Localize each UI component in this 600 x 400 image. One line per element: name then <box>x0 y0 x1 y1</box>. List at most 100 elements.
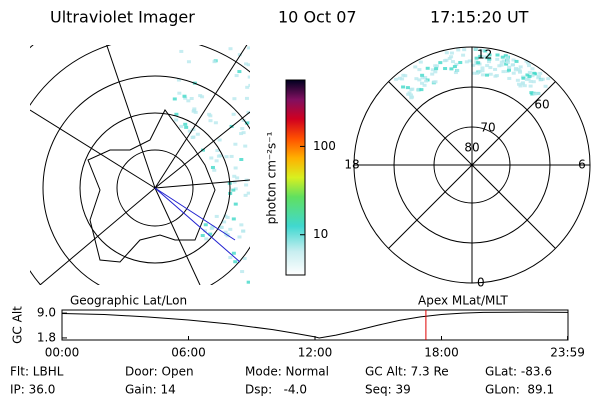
x-tick-label: 12:00 <box>298 346 333 360</box>
aurora-pixel <box>474 56 479 60</box>
aurora-pixel <box>513 68 518 72</box>
aurora-pixel <box>210 165 215 169</box>
aurora-pixel <box>311 247 315 250</box>
geographic-map <box>30 34 343 285</box>
aurora-pixel <box>309 128 313 131</box>
aurora-pixel <box>247 75 250 79</box>
aurora-pixel <box>279 260 283 263</box>
aurora-pixel <box>455 69 460 73</box>
aurora-pixel <box>482 55 487 59</box>
aurora-pixel <box>223 214 228 218</box>
aurora-pixel <box>239 223 244 227</box>
aurora-pixel <box>316 213 320 216</box>
info-field: Gain: 14 <box>125 383 176 397</box>
aurora-pixel <box>449 67 454 71</box>
mlt-label: 12 <box>477 48 492 62</box>
aurora-pixel <box>310 100 314 103</box>
aurora-pixel <box>183 122 188 126</box>
aurora-pixel <box>242 257 247 261</box>
aurora-pixel <box>268 257 272 260</box>
aurora-pixel <box>527 64 532 68</box>
aurora-pixel <box>270 124 274 127</box>
aurora-pixel <box>258 216 262 219</box>
aurora-pixel <box>266 234 270 237</box>
aurora-pixel <box>478 54 483 58</box>
aurora-pixel <box>222 220 227 224</box>
aurora-pixel <box>214 214 219 218</box>
aurora-pixel <box>261 271 265 274</box>
aurora-pixel <box>279 103 283 106</box>
aurora-pixel <box>193 110 198 114</box>
aurora-pixel <box>243 193 248 197</box>
aurora-pixel <box>335 188 339 191</box>
aurora-pixel <box>209 156 214 160</box>
aurora-pixel <box>279 199 283 202</box>
aurora-pixel <box>414 77 419 81</box>
aurora-pixel <box>184 125 189 129</box>
aurora-pixel <box>233 142 238 146</box>
aurora-pixel <box>335 229 339 232</box>
aurora-pixel <box>418 60 423 64</box>
aurora-pixel <box>476 61 481 65</box>
aurora-pixel <box>525 73 530 77</box>
date: 10 Oct 07 <box>278 8 357 27</box>
aurora-pixel <box>462 48 467 52</box>
aurora-pixel <box>434 64 439 68</box>
aurora-pixel <box>272 100 276 103</box>
aurora-pixel <box>410 95 415 99</box>
aurora-pixel <box>494 74 499 78</box>
aurora-pixel <box>179 49 184 53</box>
aurora-pixel <box>516 67 521 71</box>
aurora-pixel <box>182 94 187 98</box>
aurora-pixel <box>200 34 204 37</box>
aurora-pixel <box>432 80 437 84</box>
aurora-pixel <box>231 112 236 116</box>
aurora-pixel <box>239 132 244 136</box>
aurora-pixel <box>480 73 485 77</box>
aurora-pixel <box>518 65 523 69</box>
colorbar <box>285 79 306 276</box>
aurora-pixel <box>278 89 282 92</box>
aurora-pixel <box>526 61 531 65</box>
aurora-pixel <box>212 168 217 172</box>
aurora-pixel <box>527 70 532 74</box>
aurora-pixel <box>514 59 519 63</box>
y-tick-label: 1.8 <box>37 330 56 344</box>
aurora-pixel <box>505 59 510 63</box>
right-label: Apex MLat/MLT <box>418 294 508 308</box>
aurora-pixel <box>248 83 250 87</box>
x-tick-label: 18:00 <box>424 346 459 360</box>
aurora-pixel <box>302 277 306 280</box>
mlat-label: 80 <box>464 141 479 155</box>
y-axis-label: GC Alt <box>11 306 25 344</box>
aurora-pixel <box>231 188 236 192</box>
aurora-pixel <box>316 241 320 244</box>
aurora-pixel <box>518 84 523 88</box>
aurora-pixel <box>280 150 284 153</box>
aurora-pixel <box>546 77 551 81</box>
aurora-pixel <box>190 136 195 140</box>
aurora-pixel <box>241 41 245 44</box>
aurora-pixel <box>495 53 500 57</box>
aurora-pixel <box>283 75 287 78</box>
aurora-pixel <box>280 266 284 269</box>
aurora-pixel <box>187 129 192 133</box>
aurora-pixel <box>521 76 526 80</box>
colorbar-label: photon cm⁻²s⁻¹ <box>265 131 279 224</box>
aurora-pixel <box>311 125 315 128</box>
aurora-pixel <box>424 79 429 83</box>
aurora-pixel <box>237 235 242 239</box>
aurora-pixel <box>510 63 515 67</box>
aurora-pixel <box>417 68 422 72</box>
aurora-pixel <box>339 165 343 168</box>
mlt-label: 6 <box>578 158 586 172</box>
aurora-pixel <box>217 138 222 142</box>
aurora-pixel <box>531 80 536 84</box>
aurora-pixel <box>400 77 405 81</box>
aurora-pixel <box>536 92 541 96</box>
aurora-pixel <box>237 70 242 74</box>
aurora-pixel <box>538 78 543 82</box>
aurora-pixel <box>480 66 485 70</box>
aurora-pixel <box>212 60 217 64</box>
plot-frame <box>61 309 569 341</box>
